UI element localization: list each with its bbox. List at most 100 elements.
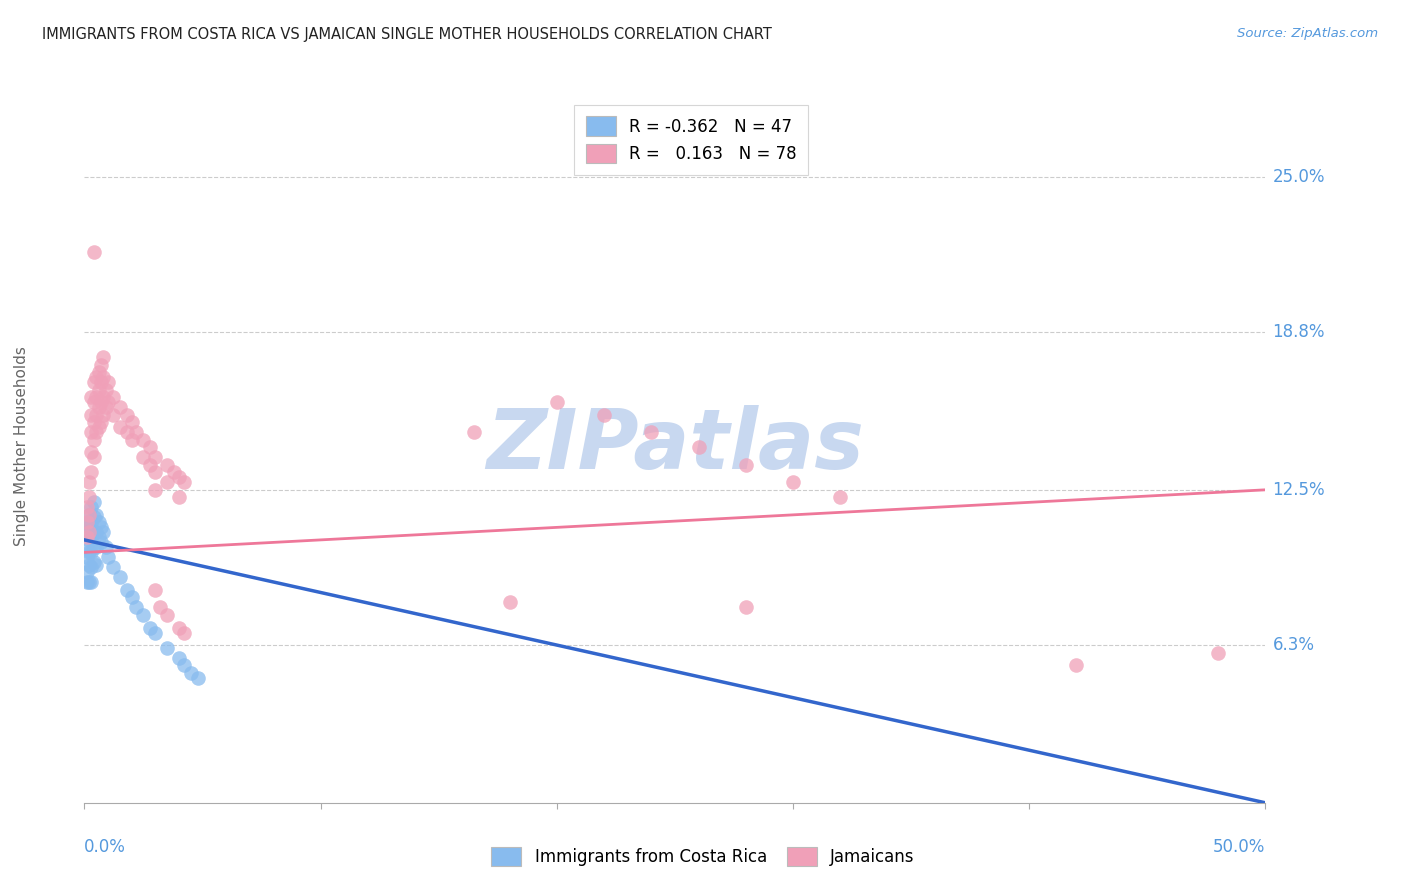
Point	[139, 458, 162, 472]
Point	[173, 475, 195, 490]
Point	[80, 390, 103, 404]
Point	[84, 508, 107, 522]
Point	[180, 665, 202, 680]
Text: 0.0%: 0.0%	[84, 838, 127, 856]
Point	[94, 383, 117, 397]
Point	[90, 520, 112, 534]
Point	[173, 625, 195, 640]
Point	[76, 500, 98, 515]
Point	[132, 433, 155, 447]
Point	[143, 483, 166, 497]
Point	[87, 365, 110, 379]
Point	[149, 600, 172, 615]
Point	[156, 607, 179, 622]
Point	[77, 545, 100, 559]
Point	[84, 525, 107, 540]
Point	[84, 558, 107, 572]
Point	[125, 600, 148, 615]
Point	[77, 508, 100, 522]
Point	[167, 621, 190, 635]
Point	[80, 575, 103, 590]
Text: 18.8%: 18.8%	[1272, 323, 1324, 341]
Point	[84, 408, 107, 422]
Point	[83, 495, 105, 509]
Point	[76, 525, 98, 540]
Point	[80, 516, 103, 530]
Point	[167, 491, 190, 505]
Point	[143, 625, 166, 640]
Point	[76, 530, 98, 544]
Point	[76, 566, 98, 580]
Point	[77, 525, 100, 540]
Point	[97, 375, 120, 389]
Point	[77, 558, 100, 572]
Point	[90, 358, 112, 372]
Point	[187, 671, 209, 685]
Point	[90, 375, 112, 389]
Point	[782, 475, 804, 490]
Point	[83, 510, 105, 524]
Point	[76, 516, 98, 530]
Point	[1206, 646, 1229, 660]
Point	[156, 475, 179, 490]
Point	[90, 415, 112, 429]
Point	[97, 395, 120, 409]
Point	[83, 541, 105, 555]
Point	[80, 425, 103, 440]
Point	[139, 621, 162, 635]
Point	[76, 550, 98, 565]
Point	[108, 570, 131, 584]
Point	[156, 640, 179, 655]
Point	[77, 508, 100, 522]
Point	[498, 595, 520, 609]
Point	[80, 408, 103, 422]
Point	[83, 450, 105, 465]
Point	[76, 575, 98, 590]
Point	[87, 383, 110, 397]
Point	[77, 575, 100, 590]
Point	[83, 556, 105, 570]
Point	[84, 390, 107, 404]
Point	[121, 433, 143, 447]
Point	[83, 375, 105, 389]
Point	[91, 390, 114, 404]
Point	[87, 516, 110, 530]
Point	[163, 465, 186, 479]
Point	[80, 500, 103, 515]
Point	[94, 400, 117, 414]
Point	[91, 525, 114, 540]
Point	[84, 541, 107, 555]
Point	[83, 415, 105, 429]
Point	[83, 395, 105, 409]
Point	[91, 350, 114, 364]
Text: 50.0%: 50.0%	[1213, 838, 1265, 856]
Point	[80, 560, 103, 574]
Point	[156, 458, 179, 472]
Point	[77, 520, 100, 534]
Point	[80, 545, 103, 559]
Point	[688, 440, 710, 454]
Point	[90, 535, 112, 549]
Point	[143, 582, 166, 597]
Point	[132, 450, 155, 465]
Point	[76, 541, 98, 555]
Legend: R = -0.362   N = 47, R =   0.163   N = 78: R = -0.362 N = 47, R = 0.163 N = 78	[574, 104, 808, 175]
Point	[97, 550, 120, 565]
Text: IMMIGRANTS FROM COSTA RICA VS JAMAICAN SINGLE MOTHER HOUSEHOLDS CORRELATION CHAR: IMMIGRANTS FROM COSTA RICA VS JAMAICAN S…	[42, 27, 772, 42]
Point	[77, 533, 100, 547]
Point	[139, 440, 162, 454]
Point	[167, 470, 190, 484]
Point	[83, 525, 105, 540]
Point	[121, 415, 143, 429]
Text: ZIPatlas: ZIPatlas	[486, 406, 863, 486]
Point	[87, 420, 110, 434]
Point	[734, 600, 756, 615]
Point	[90, 395, 112, 409]
Point	[80, 445, 103, 459]
Point	[83, 244, 105, 259]
Point	[463, 425, 485, 440]
Point	[167, 650, 190, 665]
Point	[115, 582, 138, 597]
Point	[108, 420, 131, 434]
Point	[76, 516, 98, 530]
